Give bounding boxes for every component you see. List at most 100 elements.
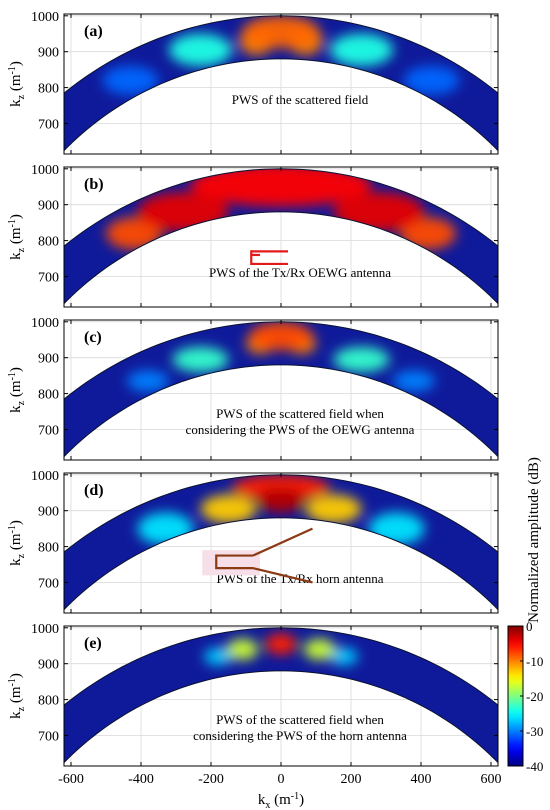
- y-axis-label-subscript: z: [16, 553, 27, 558]
- hotspot: [403, 66, 460, 95]
- panel-b: 700 800 900 1000 kz (m-1) (b) PWS of the Tx/Rx…: [7, 163, 499, 308]
- panel-annotation: PWS of the scattered field when: [216, 406, 384, 421]
- hotspot: [305, 494, 362, 524]
- y-axis-label-close: ): [8, 214, 24, 219]
- y-axis-label: kz (m-1): [7, 367, 27, 413]
- colorbar-tick-label: -40: [526, 759, 543, 774]
- panel-annotation: PWS of the Tx/Rx OEWG antenna: [209, 265, 391, 280]
- x-axis-label-symbol: k: [258, 792, 266, 808]
- y-tick-label: 700: [38, 423, 59, 438]
- y-axis-label-subscript: z: [16, 400, 27, 405]
- y-tick-label: 1000: [31, 469, 59, 484]
- hotspot: [172, 346, 229, 373]
- panel-label: (a): [84, 23, 103, 40]
- inner-arc: [64, 211, 498, 305]
- hotspot: [102, 66, 159, 95]
- hotspot: [330, 647, 358, 666]
- hotspot: [256, 487, 306, 513]
- hotspot: [393, 370, 435, 392]
- y-axis-label: kz (m-1): [7, 61, 27, 107]
- colorbar-tick-label: 0: [526, 619, 533, 634]
- colorbar: 0 -10 -20 -30 -40 Normalized amplitude (dB): [507, 457, 543, 774]
- panel-label: (b): [84, 176, 104, 193]
- y-axis-label-symbol: k: [8, 99, 24, 107]
- hotspot: [200, 494, 257, 524]
- heatmap: [64, 168, 498, 307]
- inner-arc: [64, 517, 498, 611]
- y-tick-label: 800: [38, 235, 59, 250]
- oewg-icon-outer: [250, 250, 288, 266]
- y-tick-label: 900: [38, 352, 59, 367]
- x-tick-label: 200: [341, 772, 362, 787]
- y-axis-label-exponent: -1: [7, 525, 18, 533]
- y-axis-label-unit: (m: [8, 74, 24, 95]
- inner-arc: [64, 364, 498, 458]
- y-tick-label: 900: [38, 199, 59, 214]
- y-axis-label-symbol: k: [8, 558, 24, 566]
- horn-icon-shade: [202, 550, 260, 576]
- y-axis-label-subscript: z: [16, 706, 27, 711]
- x-tick-label: 0: [278, 772, 285, 787]
- y-tick-label: 1000: [31, 622, 59, 637]
- y-axis-label-close: ): [8, 367, 24, 372]
- y-tick-label: 900: [38, 46, 59, 61]
- inner-arc: [64, 58, 498, 152]
- band: [64, 627, 498, 766]
- colorbar-tick-label: -30: [526, 724, 543, 739]
- hotspots: [106, 168, 456, 250]
- y-tick-label: 1000: [31, 163, 59, 178]
- panel-c: 700 800 900 1000 kz (m-1) (c) PWS of the scatt…: [7, 316, 499, 461]
- y-axis-label-exponent: -1: [7, 372, 18, 380]
- hotspot: [127, 370, 169, 392]
- x-tick-label: -600: [58, 772, 84, 787]
- x-axis-label-exponent: -1: [291, 791, 299, 802]
- y-tick-label: 900: [38, 658, 59, 673]
- hotspots: [204, 633, 358, 666]
- y-axis-label-exponent: -1: [7, 678, 18, 686]
- y-axis-label-unit: (m: [8, 380, 24, 401]
- panel-label: (c): [84, 329, 102, 346]
- horn-icon-waveguide: [215, 554, 253, 570]
- y-axis-label-subscript: z: [16, 247, 27, 252]
- panel-annotation: PWS of the scattered field: [232, 92, 369, 107]
- panel-annotation: PWS of the scattered field when: [216, 712, 384, 727]
- y-axis-label-unit: (m: [8, 686, 24, 707]
- x-tick-label: -400: [128, 772, 154, 787]
- hotspot: [330, 33, 393, 67]
- y-axis-label-close: ): [8, 673, 24, 678]
- hotspot: [169, 33, 232, 67]
- x-tick-label: 600: [481, 772, 502, 787]
- y-axis-label-unit: (m: [8, 227, 24, 248]
- hotspot: [204, 647, 232, 666]
- horn-icon-flare: [252, 527, 313, 584]
- y-tick-label: 800: [38, 82, 59, 97]
- y-axis-label-symbol: k: [8, 252, 24, 260]
- hotspot: [400, 217, 456, 250]
- x-tick-label: 400: [411, 772, 432, 787]
- hotspot: [242, 15, 320, 49]
- y-tick-label: 700: [38, 117, 59, 132]
- panel-label: (d): [84, 482, 104, 499]
- band: [64, 321, 498, 460]
- x-tick-label: -200: [198, 772, 224, 787]
- band-fill: [64, 15, 498, 154]
- heatmap: [64, 321, 498, 460]
- y-axis-label: kz (m-1): [7, 673, 27, 719]
- panel-annotation: considering the PWS of the OEWG antenna: [186, 422, 415, 437]
- band: [64, 168, 498, 307]
- x-axis-label: kx (m-1): [258, 791, 304, 810]
- y-axis-label-symbol: k: [8, 405, 24, 413]
- y-tick-label: 800: [38, 694, 59, 709]
- panel-label: (e): [84, 635, 102, 652]
- x-axis-label-subscript: x: [265, 800, 270, 810]
- oewg-icon: [250, 250, 288, 266]
- band: [64, 15, 498, 154]
- x-axis-label-unit: (m: [270, 792, 291, 808]
- y-tick-label: 1000: [31, 316, 59, 331]
- colorbar-tick-label: -10: [526, 654, 543, 669]
- y-axis-label-unit: (m: [8, 533, 24, 554]
